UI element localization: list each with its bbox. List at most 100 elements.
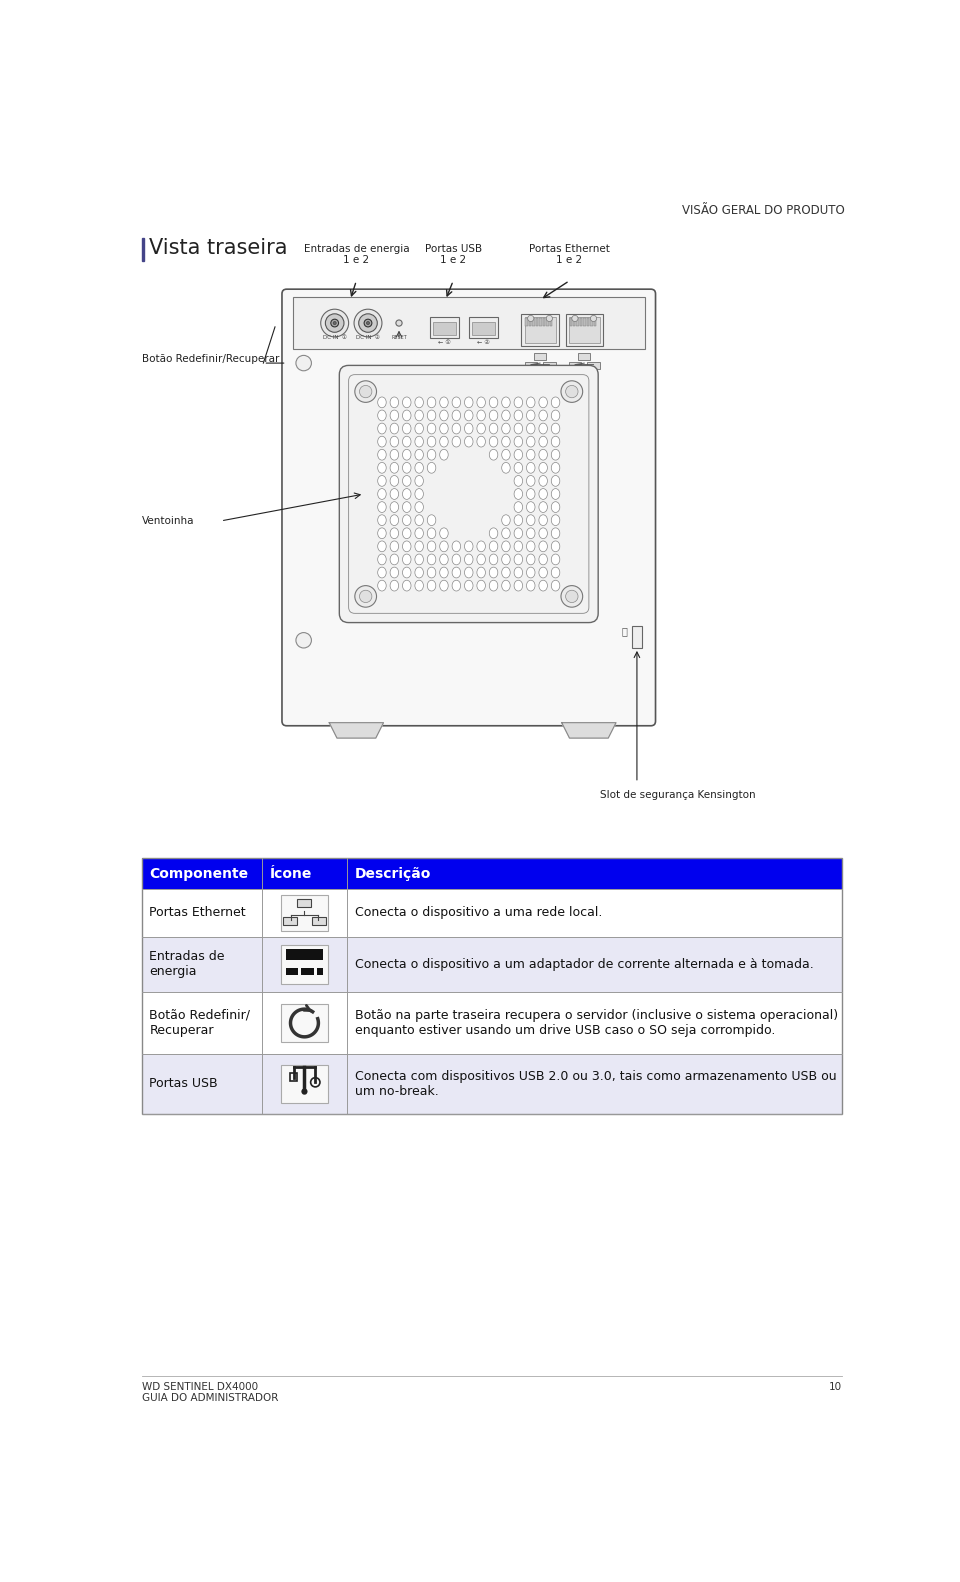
- Ellipse shape: [477, 566, 486, 577]
- Ellipse shape: [490, 566, 498, 577]
- Ellipse shape: [402, 397, 411, 408]
- Bar: [534, 353, 546, 361]
- Ellipse shape: [390, 462, 398, 473]
- Bar: [281, 1003, 327, 1043]
- Text: Ícone: Ícone: [270, 867, 312, 881]
- Bar: [281, 944, 327, 984]
- Bar: [142, 1054, 842, 1114]
- Ellipse shape: [526, 462, 535, 473]
- Ellipse shape: [402, 489, 411, 500]
- Ellipse shape: [427, 410, 436, 421]
- Ellipse shape: [427, 581, 436, 592]
- Text: Conecta o dispositivo a um adaptador de corrente alternada e à tomada.: Conecta o dispositivo a um adaptador de …: [355, 959, 813, 971]
- Ellipse shape: [502, 528, 510, 538]
- Circle shape: [590, 315, 596, 321]
- Circle shape: [572, 315, 578, 321]
- Ellipse shape: [551, 541, 560, 552]
- Text: ← ①: ← ①: [439, 340, 451, 345]
- Ellipse shape: [515, 528, 522, 538]
- Bar: [317, 968, 324, 975]
- Ellipse shape: [402, 437, 411, 448]
- Ellipse shape: [377, 528, 386, 538]
- Ellipse shape: [402, 449, 411, 460]
- Ellipse shape: [390, 528, 398, 538]
- Text: Ventoinha: Ventoinha: [142, 516, 194, 525]
- Bar: [521, 313, 559, 346]
- Ellipse shape: [402, 501, 411, 513]
- Ellipse shape: [415, 501, 423, 513]
- Ellipse shape: [390, 514, 398, 525]
- Bar: [590, 318, 592, 326]
- Circle shape: [396, 320, 402, 326]
- Bar: [578, 353, 590, 361]
- Text: DC IN  ①: DC IN ①: [323, 335, 347, 340]
- Circle shape: [301, 1088, 307, 1095]
- Ellipse shape: [427, 437, 436, 448]
- Bar: [290, 1073, 298, 1081]
- Ellipse shape: [539, 397, 547, 408]
- Bar: [142, 237, 144, 261]
- Ellipse shape: [526, 554, 535, 565]
- Ellipse shape: [551, 462, 560, 473]
- Ellipse shape: [390, 397, 398, 408]
- Bar: [542, 318, 545, 326]
- Ellipse shape: [551, 501, 560, 513]
- Ellipse shape: [452, 422, 461, 433]
- Ellipse shape: [452, 554, 461, 565]
- Ellipse shape: [465, 422, 473, 433]
- Ellipse shape: [415, 541, 423, 552]
- Bar: [587, 318, 589, 326]
- Ellipse shape: [526, 449, 535, 460]
- Ellipse shape: [502, 437, 510, 448]
- Ellipse shape: [377, 397, 386, 408]
- Ellipse shape: [539, 410, 547, 421]
- Text: Descrição: Descrição: [355, 867, 431, 881]
- Ellipse shape: [452, 397, 461, 408]
- Ellipse shape: [551, 449, 560, 460]
- Ellipse shape: [502, 566, 510, 577]
- Text: Conecta o dispositivo a uma rede local.: Conecta o dispositivo a uma rede local.: [355, 906, 602, 919]
- Text: Botão na parte traseira recupera o servidor (inclusive o sistema operacional)
en: Botão na parte traseira recupera o servi…: [355, 1009, 838, 1036]
- Bar: [546, 318, 548, 326]
- Circle shape: [296, 633, 311, 649]
- Ellipse shape: [377, 422, 386, 433]
- Ellipse shape: [377, 541, 386, 552]
- Ellipse shape: [490, 422, 498, 433]
- Ellipse shape: [551, 566, 560, 577]
- Ellipse shape: [390, 554, 398, 565]
- Ellipse shape: [526, 501, 535, 513]
- Ellipse shape: [402, 462, 411, 473]
- Ellipse shape: [377, 437, 386, 448]
- Ellipse shape: [502, 514, 510, 525]
- Ellipse shape: [490, 528, 498, 538]
- Circle shape: [325, 313, 344, 332]
- Ellipse shape: [502, 410, 510, 421]
- Ellipse shape: [415, 514, 423, 525]
- Ellipse shape: [415, 554, 423, 565]
- Circle shape: [321, 308, 348, 337]
- Ellipse shape: [465, 437, 473, 448]
- Circle shape: [561, 585, 583, 607]
- Ellipse shape: [390, 581, 398, 592]
- Ellipse shape: [502, 541, 510, 552]
- Bar: [536, 318, 539, 326]
- Ellipse shape: [490, 437, 498, 448]
- Ellipse shape: [515, 581, 522, 592]
- Circle shape: [296, 356, 311, 370]
- Circle shape: [355, 381, 376, 402]
- Bar: [529, 318, 531, 326]
- Circle shape: [546, 315, 552, 321]
- Ellipse shape: [465, 397, 473, 408]
- Ellipse shape: [390, 410, 398, 421]
- Ellipse shape: [377, 554, 386, 565]
- Ellipse shape: [427, 449, 436, 460]
- Ellipse shape: [377, 501, 386, 513]
- Bar: [588, 362, 600, 369]
- Bar: [633, 626, 641, 649]
- Ellipse shape: [515, 397, 522, 408]
- Ellipse shape: [440, 449, 448, 460]
- Ellipse shape: [427, 397, 436, 408]
- Ellipse shape: [515, 422, 522, 433]
- Ellipse shape: [515, 449, 522, 460]
- Circle shape: [331, 320, 339, 327]
